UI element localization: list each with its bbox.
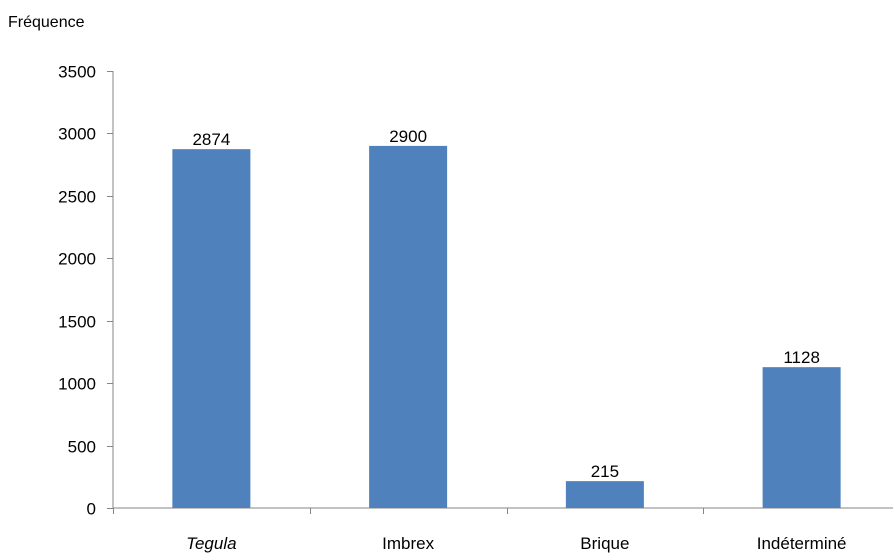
data-labels: 2874 2900 215 1128 (192, 127, 819, 481)
y-axis-ticks: 0 500 1000 1500 2000 2500 3000 3500 (58, 63, 113, 519)
bar (369, 145, 448, 508)
x-axis-categories: Tegula Imbrex Brique Indéterminé (186, 534, 846, 553)
x-category-label: Brique (580, 534, 629, 553)
y-tick-label: 2000 (58, 250, 96, 269)
x-category-label: Indéterminé (757, 534, 847, 553)
chart-bars (172, 145, 841, 508)
bar-value-label: 1128 (783, 348, 820, 367)
y-tick-label: 1000 (58, 375, 96, 394)
bar (172, 149, 251, 508)
y-tick-label: 2500 (58, 188, 96, 207)
bar-value-label: 2900 (389, 127, 427, 146)
y-tick-label: 500 (68, 438, 96, 457)
bar-value-label: 2874 (192, 130, 230, 149)
y-tick-label: 1500 (58, 313, 96, 332)
y-tick-label: 3500 (58, 63, 96, 82)
x-category-label: Tegula (186, 534, 236, 553)
y-tick-label: 0 (87, 500, 96, 519)
bar-value-label: 215 (591, 462, 619, 481)
y-axis-title: Fréquence (8, 14, 85, 31)
x-category-label: Imbrex (382, 534, 434, 553)
bar (565, 481, 644, 508)
y-tick-label: 3000 (58, 125, 96, 144)
bar (762, 367, 841, 508)
